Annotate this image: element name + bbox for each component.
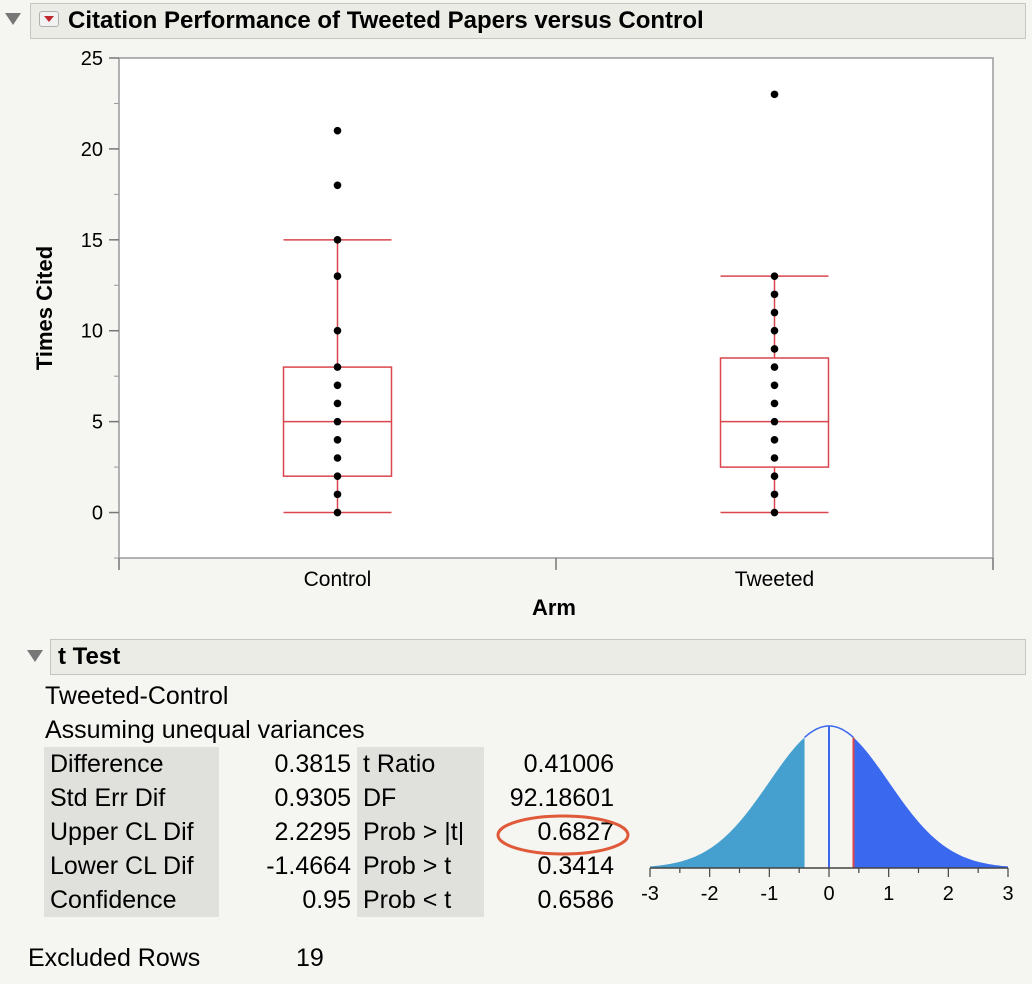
data-point xyxy=(770,345,779,353)
data-point xyxy=(770,490,779,499)
stat-label: Lower CL Dif xyxy=(44,849,219,883)
data-point xyxy=(770,417,779,426)
data-point xyxy=(770,326,779,335)
stat-value: 0.95 xyxy=(302,886,351,914)
excluded-rows-label: Excluded Rows xyxy=(28,944,201,972)
y-tick-label: 5 xyxy=(92,412,103,434)
collapse-triangle-icon[interactable] xyxy=(27,650,43,662)
data-point xyxy=(770,381,779,390)
data-point xyxy=(333,472,342,480)
ttest-section-header: t Test xyxy=(50,639,1026,675)
x-tick-label: -1 xyxy=(760,883,778,905)
t-distribution-plot: -3 -2 -1 0 1 2 3 xyxy=(641,725,1014,905)
data-point xyxy=(770,508,779,517)
excluded-rows-value: 19 xyxy=(296,944,324,972)
stat-label: Prob > t xyxy=(357,849,484,883)
y-axis-label: Times Cited xyxy=(32,246,57,370)
data-point xyxy=(333,381,342,390)
stat-value: 0.6586 xyxy=(537,886,614,914)
x-axis-label: Arm xyxy=(532,595,576,620)
ttest-left-table: Difference 0.3815 Std Err Dif 0.9305 Upper C… xyxy=(44,747,357,917)
stat-label: DF xyxy=(357,781,484,815)
stat-row: Lower CL Dif -1.4664 xyxy=(44,849,357,883)
stat-value: 0.3414 xyxy=(537,852,614,880)
stat-value: 92.18601 xyxy=(509,784,614,812)
data-point xyxy=(333,126,342,135)
stat-value: 0.3815 xyxy=(274,750,351,778)
left-tail-area xyxy=(650,737,805,868)
stat-row: Confidence 0.95 xyxy=(44,883,357,917)
right-tail-area xyxy=(853,737,1008,868)
data-point xyxy=(333,272,342,280)
y-tick-label: 20 xyxy=(81,139,103,161)
stat-row: Difference 0.3815 xyxy=(44,747,357,781)
highlight-ellipse xyxy=(496,814,630,856)
data-point xyxy=(770,399,779,408)
stat-label: Confidence xyxy=(44,883,219,917)
chart-section-header: Citation Performance of Tweeted Papers v… xyxy=(30,3,1026,39)
stat-value: 0.6827 xyxy=(537,818,614,846)
data-point xyxy=(333,236,342,244)
y-tick-label: 0 xyxy=(92,503,103,525)
y-tick-label: 25 xyxy=(81,48,103,70)
data-point xyxy=(770,363,779,371)
stat-row: t Ratio 0.41006 xyxy=(357,747,620,781)
x-tick-label: 2 xyxy=(943,883,954,905)
x-tick-label: 3 xyxy=(1002,883,1013,905)
stat-label: Prob < t xyxy=(357,883,484,917)
data-point xyxy=(333,181,342,190)
stat-row: Prob > t 0.3414 xyxy=(357,849,620,883)
stat-label: Difference xyxy=(44,747,219,781)
stat-value: 0.41006 xyxy=(523,750,614,778)
data-point xyxy=(333,399,342,408)
x-tick-label: Tweeted xyxy=(735,568,814,591)
stat-row: DF 92.18601 xyxy=(357,781,620,815)
stat-value: -1.4664 xyxy=(266,852,351,880)
ttest-section-title: t Test xyxy=(58,643,121,670)
x-tick-label: 0 xyxy=(823,883,834,905)
chart-section-title: Citation Performance of Tweeted Papers v… xyxy=(68,7,704,34)
y-tick-label: 15 xyxy=(81,230,103,252)
data-point xyxy=(333,508,342,517)
data-point xyxy=(333,490,342,499)
stat-label: Upper CL Dif xyxy=(44,815,219,849)
x-tick-label: -2 xyxy=(701,883,719,905)
y-tick-label: 10 xyxy=(81,321,103,343)
data-point xyxy=(770,308,779,317)
data-point xyxy=(333,454,342,462)
stat-row: Prob > |t| 0.6827 xyxy=(357,815,620,849)
stat-label: Std Err Dif xyxy=(44,781,219,815)
comparison-label: Tweeted-Control xyxy=(45,682,229,710)
data-point xyxy=(333,326,342,335)
data-point xyxy=(770,272,779,280)
data-point xyxy=(770,472,779,480)
assumption-label: Assuming unequal variances xyxy=(45,716,365,744)
stat-row: Upper CL Dif 2.2295 xyxy=(44,815,357,849)
stat-value: 2.2295 xyxy=(274,818,351,846)
data-point xyxy=(770,454,779,462)
stat-label: Prob > |t| xyxy=(357,815,484,849)
ttest-right-table: t Ratio 0.41006 DF 92.18601 Prob > |t| 0.6827… xyxy=(357,747,620,917)
x-tick-label: -3 xyxy=(641,883,659,905)
data-point xyxy=(770,90,779,99)
stat-value: 0.9305 xyxy=(274,784,351,812)
data-point xyxy=(333,436,342,444)
iqr-box xyxy=(719,357,830,468)
stat-row: Std Err Dif 0.9305 xyxy=(44,781,357,815)
collapse-triangle-icon[interactable] xyxy=(5,13,21,25)
x-tick-label: 1 xyxy=(883,883,894,905)
data-point xyxy=(333,417,342,426)
data-point xyxy=(333,363,342,371)
data-point xyxy=(770,290,779,299)
box-plot-chart: 0 5 10 15 20 25 Control Tweeted Times Cited Ar… xyxy=(32,48,994,620)
stat-label: t Ratio xyxy=(357,747,484,781)
data-point xyxy=(770,436,779,444)
plot-frame xyxy=(118,57,994,559)
red-triangle-menu-icon[interactable] xyxy=(39,11,59,27)
stat-row: Prob < t 0.6586 xyxy=(357,883,620,917)
x-tick-label: Control xyxy=(304,568,372,591)
